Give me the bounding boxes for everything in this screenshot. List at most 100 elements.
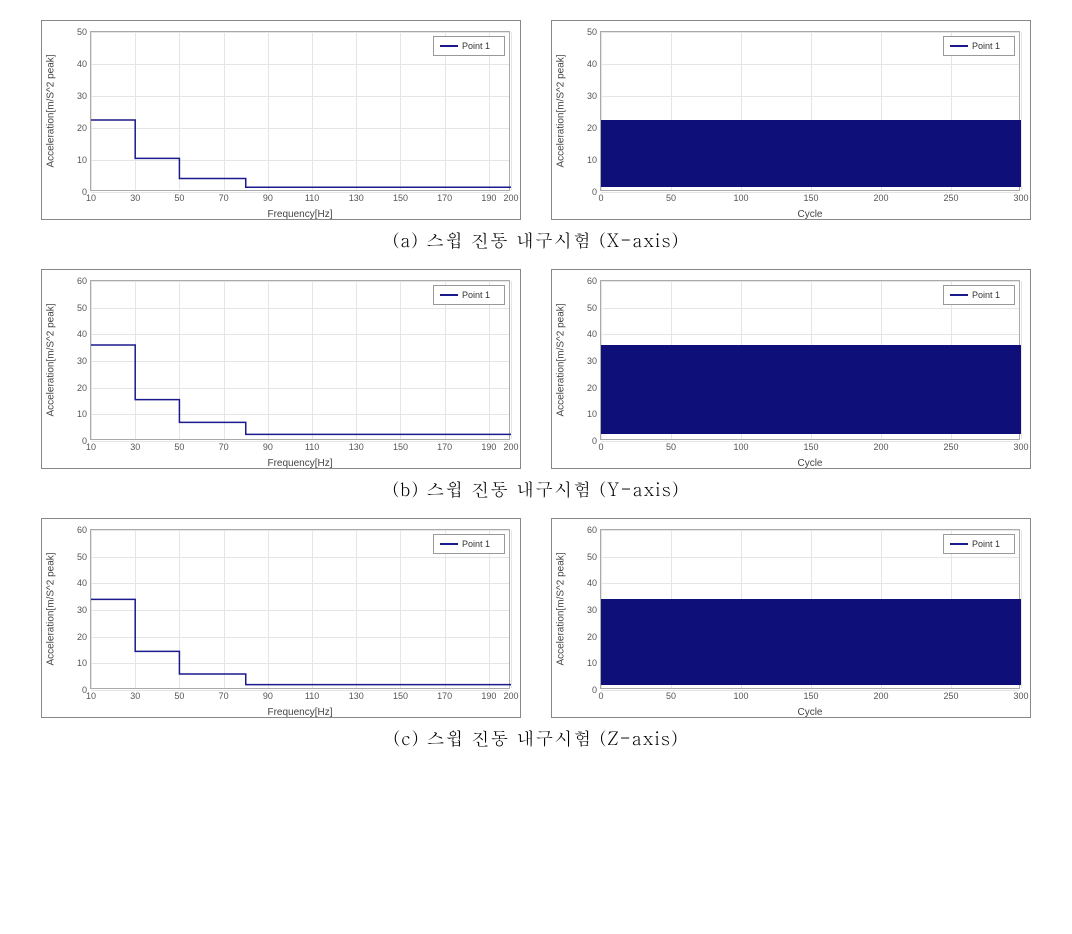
xtick-label: 130	[349, 691, 364, 701]
xtick-label: 50	[174, 691, 184, 701]
xtick-label: 50	[666, 691, 676, 701]
gridline-h	[601, 32, 1019, 33]
xtick-label: 170	[437, 442, 452, 452]
xtick-label: 90	[263, 691, 273, 701]
chart-row: 1030507090110130150170190200010203040506…	[30, 518, 1042, 718]
xtick-label: 200	[873, 442, 888, 452]
ytick-label: 0	[592, 187, 597, 197]
xtick-label: 110	[305, 442, 319, 452]
gridline-h	[601, 64, 1019, 65]
xtick-label: 250	[943, 193, 958, 203]
xtick-label: 300	[1013, 442, 1028, 452]
xtick-label: 30	[130, 691, 140, 701]
ytick-label: 20	[587, 123, 597, 133]
chart-wrap: 103050709011013015017019020001020304050F…	[41, 20, 521, 220]
ytick-label: 10	[587, 658, 597, 668]
ytick-label: 30	[77, 91, 87, 101]
xtick-label: 150	[393, 691, 408, 701]
legend: Point 1	[943, 534, 1015, 554]
xtick-label: 90	[263, 442, 273, 452]
ytick-label: 20	[77, 383, 87, 393]
legend: Point 1	[943, 285, 1015, 305]
xtick-label: 110	[305, 691, 319, 701]
row-caption: (c) 스윕 진동 내구시험 (Z-axis)	[30, 726, 1042, 751]
xtick-label: 200	[503, 442, 518, 452]
gridline-h	[601, 441, 1019, 442]
ytick-label: 0	[82, 436, 87, 446]
gridline-h	[601, 557, 1019, 558]
xtick-label: 250	[943, 691, 958, 701]
ytick-label: 40	[587, 329, 597, 339]
freq-chart: 103050709011013015017019020001020304050F…	[41, 20, 521, 220]
row-caption: (a) 스윕 진동 내구시험 (X-axis)	[30, 228, 1042, 253]
xtick-label: 0	[598, 691, 603, 701]
ytick-label: 50	[77, 303, 87, 313]
legend: Point 1	[943, 36, 1015, 56]
y-axis-label: Acceleration[m/S^2 peak]	[46, 552, 57, 665]
gridline-h	[91, 690, 509, 691]
xtick-label: 150	[803, 442, 818, 452]
xtick-label: 50	[174, 193, 184, 203]
plot-area: 0501001502002503000102030405060CycleAcce…	[600, 280, 1020, 440]
xtick-label: 130	[349, 442, 364, 452]
xtick-label: 170	[437, 193, 452, 203]
gridline-h	[601, 308, 1019, 309]
xtick-label: 100	[733, 442, 748, 452]
xtick-label: 130	[349, 193, 364, 203]
xtick-label: 250	[943, 442, 958, 452]
xtick-label: 200	[503, 691, 518, 701]
ytick-label: 50	[587, 27, 597, 37]
series-line	[91, 530, 511, 690]
xtick-label: 10	[86, 442, 96, 452]
xtick-label: 170	[437, 691, 452, 701]
xtick-label: 190	[481, 193, 496, 203]
xtick-label: 0	[598, 193, 603, 203]
xtick-label: 150	[393, 193, 408, 203]
series-fill	[601, 599, 1021, 684]
y-axis-label: Acceleration[m/S^2 peak]	[556, 54, 567, 167]
chart-wrap: 1030507090110130150170190200010203040506…	[41, 269, 521, 469]
ytick-label: 20	[77, 632, 87, 642]
xtick-label: 70	[219, 193, 229, 203]
legend-swatch	[950, 294, 968, 296]
xtick-label: 200	[503, 193, 518, 203]
ytick-label: 30	[587, 356, 597, 366]
xtick-label: 190	[481, 442, 496, 452]
gridline-v	[1021, 32, 1022, 190]
ytick-label: 30	[587, 91, 597, 101]
legend-text: Point 1	[972, 290, 1000, 300]
gridline-v	[511, 281, 512, 439]
legend-text: Point 1	[972, 41, 1000, 51]
ytick-label: 0	[592, 685, 597, 695]
ytick-label: 40	[587, 578, 597, 588]
gridline-h	[601, 281, 1019, 282]
plot-area: 1030507090110130150170190200010203040506…	[90, 529, 510, 689]
x-axis-label: Frequency[Hz]	[267, 209, 332, 220]
ytick-label: 50	[587, 552, 597, 562]
xtick-label: 0	[598, 442, 603, 452]
xtick-label: 50	[174, 442, 184, 452]
ytick-label: 50	[77, 552, 87, 562]
ytick-label: 50	[587, 303, 597, 313]
plot-area: 05010015020025030001020304050CycleAccele…	[600, 31, 1020, 191]
cycle-chart: 0501001502002503000102030405060CycleAcce…	[551, 269, 1031, 469]
xtick-label: 50	[666, 442, 676, 452]
series-line	[91, 281, 511, 441]
y-axis-label: Acceleration[m/S^2 peak]	[46, 54, 57, 167]
chart-row: 1030507090110130150170190200010203040506…	[30, 269, 1042, 469]
ytick-label: 0	[82, 685, 87, 695]
xtick-label: 10	[86, 691, 96, 701]
xtick-label: 300	[1013, 691, 1028, 701]
xtick-label: 50	[666, 193, 676, 203]
freq-chart: 1030507090110130150170190200010203040506…	[41, 269, 521, 469]
gridline-h	[91, 192, 509, 193]
gridline-h	[601, 192, 1019, 193]
ytick-label: 40	[587, 59, 597, 69]
ytick-label: 10	[77, 409, 87, 419]
ytick-label: 40	[77, 59, 87, 69]
chart-wrap: 05010015020025030001020304050CycleAccele…	[551, 20, 1031, 220]
xtick-label: 110	[305, 193, 319, 203]
x-axis-label: Frequency[Hz]	[267, 458, 332, 469]
gridline-h	[601, 530, 1019, 531]
chart-wrap: 0501001502002503000102030405060CycleAcce…	[551, 269, 1031, 469]
